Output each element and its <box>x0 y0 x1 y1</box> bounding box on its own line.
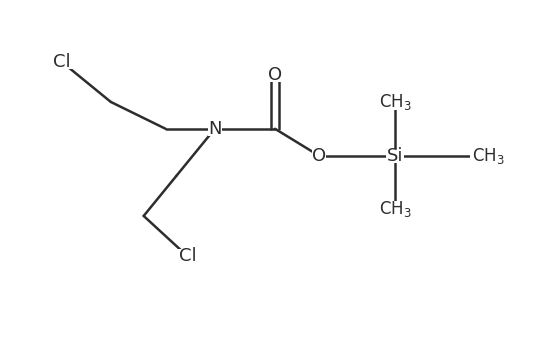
Bar <box>381 201 410 217</box>
Bar <box>312 149 326 163</box>
Bar <box>51 55 73 69</box>
Text: Si: Si <box>387 147 404 165</box>
Bar <box>381 94 410 110</box>
Text: Cl: Cl <box>53 53 70 71</box>
Bar <box>387 149 404 163</box>
Text: N: N <box>208 120 222 138</box>
Bar <box>470 148 500 164</box>
Text: Cl: Cl <box>179 247 196 265</box>
Bar <box>177 249 199 263</box>
Bar <box>208 122 222 136</box>
Text: CH$_3$: CH$_3$ <box>379 199 412 219</box>
Bar <box>268 68 282 82</box>
Text: O: O <box>312 147 326 165</box>
Text: CH$_3$: CH$_3$ <box>472 146 505 166</box>
Text: O: O <box>268 66 282 84</box>
Text: CH$_3$: CH$_3$ <box>379 92 412 112</box>
